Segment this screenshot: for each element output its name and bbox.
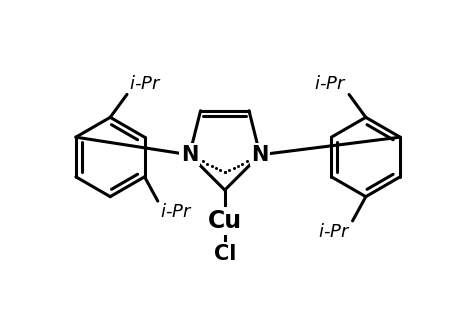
Text: Cu: Cu <box>208 209 242 233</box>
Text: Cl: Cl <box>214 244 236 264</box>
Text: $i$-Pr: $i$-Pr <box>160 203 193 221</box>
Text: $i$-Pr: $i$-Pr <box>129 75 162 93</box>
Text: N: N <box>181 145 198 165</box>
Text: $i$-Pr: $i$-Pr <box>314 75 347 93</box>
Text: $i$-Pr: $i$-Pr <box>317 223 350 241</box>
Text: N: N <box>251 145 269 165</box>
